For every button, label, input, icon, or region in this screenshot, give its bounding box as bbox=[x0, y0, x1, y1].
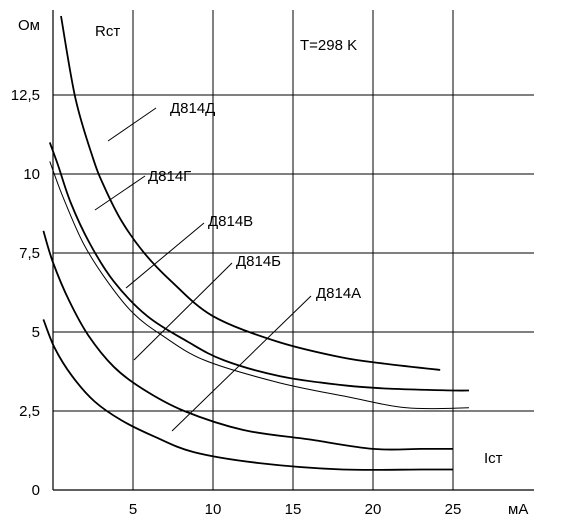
x-tick-label: 5 bbox=[129, 501, 137, 518]
x-tick-label: 25 bbox=[445, 501, 462, 518]
y-tick-label: 7,5 bbox=[19, 245, 40, 262]
series-label-4: Д814Б bbox=[236, 253, 281, 270]
series-labels: Д814Д Д814Г Д814В Д814Б Д814А bbox=[148, 100, 361, 302]
series-label-3: Д814В bbox=[208, 213, 253, 230]
y-axis-label: Rст bbox=[95, 23, 120, 40]
label-leader-1 bbox=[107, 107, 157, 142]
label-leader-5 bbox=[171, 295, 312, 432]
tick-labels: 5 10 15 20 25 0 2,5 5 7,5 10 12,5 bbox=[11, 87, 462, 518]
series-label-1: Д814Д bbox=[170, 100, 215, 117]
series-line-3 bbox=[49, 161, 470, 410]
series-lines bbox=[42, 15, 470, 471]
axes bbox=[52, 10, 534, 491]
series-line-4 bbox=[42, 230, 453, 451]
series-label-2: Д814Г bbox=[148, 168, 191, 185]
y-tick-label: 0 bbox=[32, 482, 40, 499]
x-unit: мА bbox=[508, 501, 528, 518]
x-tick-label: 15 bbox=[285, 501, 302, 518]
grid bbox=[53, 10, 534, 490]
temperature-annotation: T=298 K bbox=[300, 37, 357, 54]
y-tick-label: 5 bbox=[32, 324, 40, 341]
y-tick-label: 10 bbox=[23, 166, 40, 183]
series-label-5: Д814А bbox=[316, 285, 361, 302]
label-leader-2 bbox=[94, 175, 146, 211]
x-tick-label: 10 bbox=[205, 501, 222, 518]
series-line-1 bbox=[60, 15, 441, 371]
label-leaders bbox=[94, 107, 312, 432]
label-leader-3 bbox=[125, 222, 205, 289]
y-unit: Ом bbox=[18, 17, 40, 34]
x-axis-label: Iст bbox=[484, 450, 503, 467]
y-tick-label: 12,5 bbox=[11, 87, 40, 104]
y-tick-label: 2,5 bbox=[19, 403, 40, 420]
series-line-5 bbox=[42, 319, 453, 471]
series-line-2 bbox=[48, 142, 470, 392]
x-tick-label: 20 bbox=[365, 501, 382, 518]
label-leader-4 bbox=[133, 262, 233, 361]
